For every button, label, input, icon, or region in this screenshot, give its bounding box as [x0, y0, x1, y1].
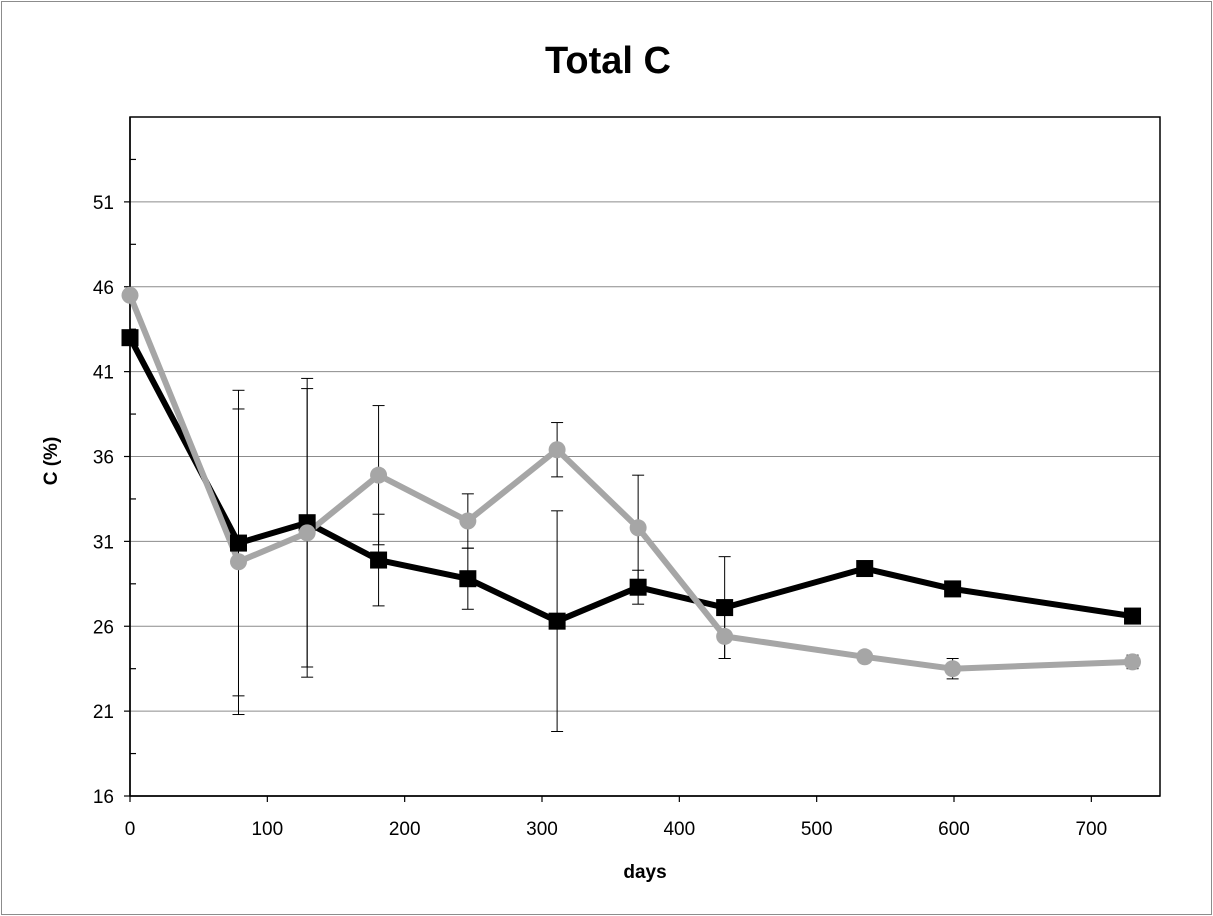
- series-1-marker: [370, 551, 388, 569]
- y-tick-label: 46: [93, 278, 114, 299]
- series-1-marker: [716, 599, 734, 617]
- series-2-marker: [121, 286, 139, 304]
- series-1-marker: [229, 534, 247, 552]
- x-tick-labels: 0 100 200 300 400 500 600 700: [125, 819, 1107, 840]
- y-tick-label: 36: [93, 448, 114, 469]
- x-tick-label: 100: [251, 819, 283, 840]
- series-2-marker: [1124, 653, 1142, 671]
- series-2-marker: [944, 660, 962, 678]
- x-tick-label: 300: [526, 819, 558, 840]
- axis-ticks: [124, 158, 1092, 802]
- series-2-marker: [629, 519, 647, 537]
- series-1-marker: [629, 578, 647, 596]
- y-tick-label: 26: [93, 617, 114, 638]
- x-axis-title: days: [623, 862, 666, 883]
- x-tick-label: 200: [389, 819, 421, 840]
- series-2-marker: [298, 524, 316, 542]
- y-tick-label: 21: [93, 702, 114, 723]
- series-2-marker: [370, 466, 388, 484]
- series-2-marker: [229, 553, 247, 571]
- y-tick-label: 16: [93, 787, 114, 808]
- series-2-marker: [856, 648, 874, 666]
- x-tick-label: 600: [938, 819, 970, 840]
- x-tick-label: 0: [125, 819, 136, 840]
- series-2-marker: [459, 512, 477, 530]
- series-1-marker: [459, 570, 477, 588]
- y-tick-label: 31: [93, 532, 114, 553]
- x-tick-label: 500: [801, 819, 833, 840]
- series-2-marker: [548, 441, 566, 459]
- chart-title: Total C: [545, 40, 671, 82]
- series-1-marker: [121, 329, 139, 347]
- x-tick-label: 700: [1075, 819, 1107, 840]
- series-2-marker: [716, 627, 734, 645]
- y-tick-labels: 16 21 26 31 36 41 46 51: [93, 193, 114, 808]
- y-axis-title: C (%): [41, 437, 62, 486]
- y-tick-label: 41: [93, 363, 114, 384]
- series-1-marker: [856, 560, 874, 578]
- y-tick-label: 51: [93, 193, 114, 214]
- series-1-marker: [944, 580, 962, 598]
- series-1-marker: [1124, 607, 1142, 625]
- data-series: [121, 286, 1142, 678]
- grid-lines: [130, 201, 1160, 712]
- x-tick-label: 400: [663, 819, 695, 840]
- series-1-marker: [548, 612, 566, 630]
